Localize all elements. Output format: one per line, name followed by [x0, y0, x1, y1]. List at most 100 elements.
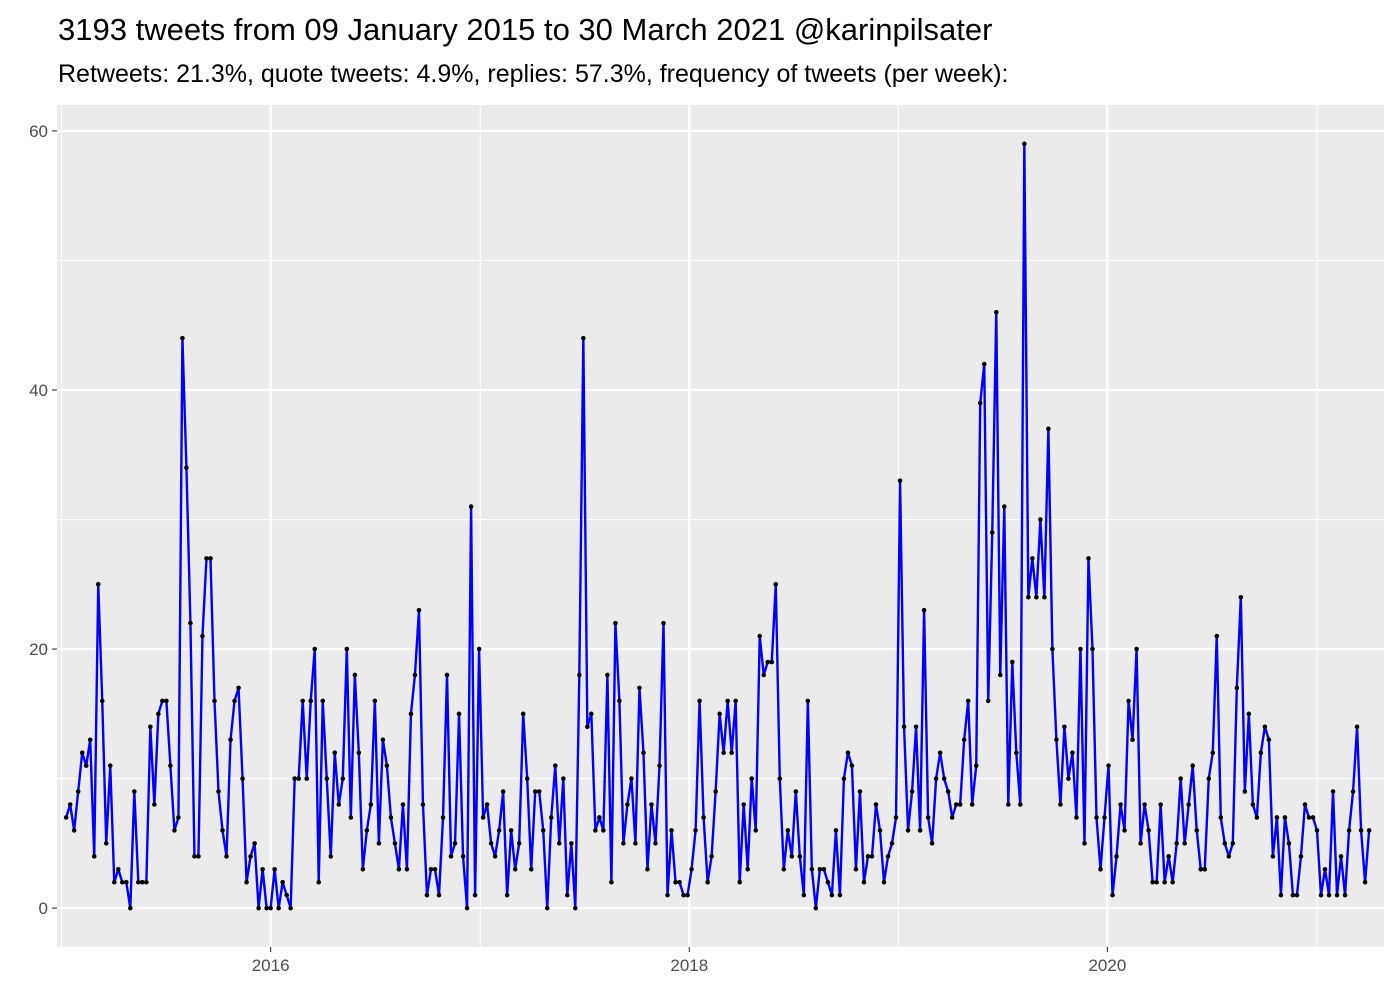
- data-point: [693, 828, 698, 833]
- data-point: [1038, 517, 1043, 522]
- data-point: [585, 724, 590, 730]
- data-point: [508, 828, 514, 833]
- data-point: [1250, 802, 1256, 807]
- y-tick-label-0: 0: [39, 899, 48, 918]
- data-point: [1134, 646, 1139, 652]
- data-point: [1346, 828, 1352, 833]
- data-point: [292, 776, 297, 781]
- data-point: [1206, 776, 1212, 781]
- data-point: [869, 854, 875, 859]
- data-point: [176, 815, 181, 820]
- data-point: [889, 841, 895, 846]
- data-point: [1342, 892, 1348, 898]
- data-point: [280, 879, 285, 885]
- data-point: [741, 802, 746, 807]
- data-point: [1005, 802, 1011, 807]
- data-point: [657, 763, 662, 768]
- data-point: [649, 802, 654, 807]
- data-point: [336, 802, 342, 807]
- data-point: [232, 698, 237, 704]
- data-point: [504, 892, 510, 898]
- data-point: [1118, 802, 1123, 807]
- axes-group: 0 20 40 60 2016 2018 2020: [29, 122, 1126, 975]
- data-point: [1270, 854, 1276, 859]
- data-point: [420, 802, 426, 807]
- data-point: [753, 828, 759, 833]
- data-point: [1001, 504, 1007, 509]
- data-point: [67, 802, 73, 807]
- data-point: [885, 854, 891, 859]
- data-point: [1222, 841, 1228, 846]
- data-point: [1158, 802, 1163, 807]
- data-point: [1290, 892, 1296, 898]
- data-point: [669, 828, 674, 833]
- data-point: [725, 698, 730, 704]
- data-point: [897, 478, 903, 483]
- data-point: [188, 620, 193, 626]
- data-point: [1146, 828, 1151, 833]
- data-point: [1350, 789, 1356, 794]
- data-point: [107, 763, 113, 768]
- data-point: [464, 905, 470, 911]
- data-point: [528, 866, 534, 872]
- data-point: [1066, 776, 1071, 781]
- data-point: [476, 646, 482, 652]
- data-point: [168, 763, 173, 768]
- data-point: [1326, 892, 1332, 898]
- data-point: [629, 776, 634, 781]
- data-point: [781, 866, 787, 872]
- data-point: [717, 711, 722, 717]
- data-point: [328, 854, 334, 859]
- data-point: [1126, 698, 1131, 704]
- data-point: [817, 866, 823, 872]
- data-point: [1090, 646, 1095, 652]
- data-point: [360, 866, 366, 872]
- data-point: [973, 763, 979, 768]
- data-point: [1318, 892, 1324, 898]
- data-point: [849, 763, 855, 768]
- data-point: [765, 659, 771, 665]
- data-point: [709, 854, 714, 859]
- data-point: [797, 854, 803, 859]
- data-point: [540, 828, 546, 833]
- data-point: [573, 905, 578, 911]
- data-point: [941, 776, 947, 781]
- data-point: [1242, 789, 1248, 794]
- data-point: [945, 789, 951, 794]
- data-point: [320, 698, 326, 704]
- data-point: [111, 879, 117, 885]
- data-point: [404, 866, 410, 872]
- data-point: [380, 737, 386, 743]
- data-point: [1266, 737, 1272, 743]
- data-point: [1166, 854, 1171, 859]
- data-point: [71, 828, 77, 833]
- data-point: [396, 866, 402, 872]
- data-point: [929, 841, 935, 846]
- data-point: [1186, 802, 1191, 807]
- data-point: [304, 776, 310, 781]
- data-point: [1014, 750, 1019, 755]
- data-point: [1142, 802, 1147, 807]
- data-point: [1050, 646, 1055, 652]
- data-point: [1062, 724, 1067, 730]
- data-point: [705, 879, 710, 885]
- data-point: [1234, 685, 1240, 691]
- data-point: [1130, 737, 1135, 743]
- data-point: [853, 866, 859, 872]
- data-point: [428, 866, 434, 872]
- data-point: [937, 750, 943, 755]
- data-point: [152, 802, 157, 807]
- data-point: [1214, 633, 1220, 639]
- data-points-group: [63, 141, 1372, 911]
- data-point: [857, 789, 863, 794]
- data-point: [1286, 841, 1292, 846]
- data-point: [1278, 892, 1284, 898]
- data-point: [472, 892, 478, 898]
- data-point: [861, 879, 867, 885]
- data-point: [1074, 815, 1079, 820]
- data-point: [368, 802, 374, 807]
- data-point: [316, 879, 322, 885]
- data-point: [544, 905, 550, 911]
- data-point: [689, 866, 694, 872]
- data-point: [989, 530, 995, 535]
